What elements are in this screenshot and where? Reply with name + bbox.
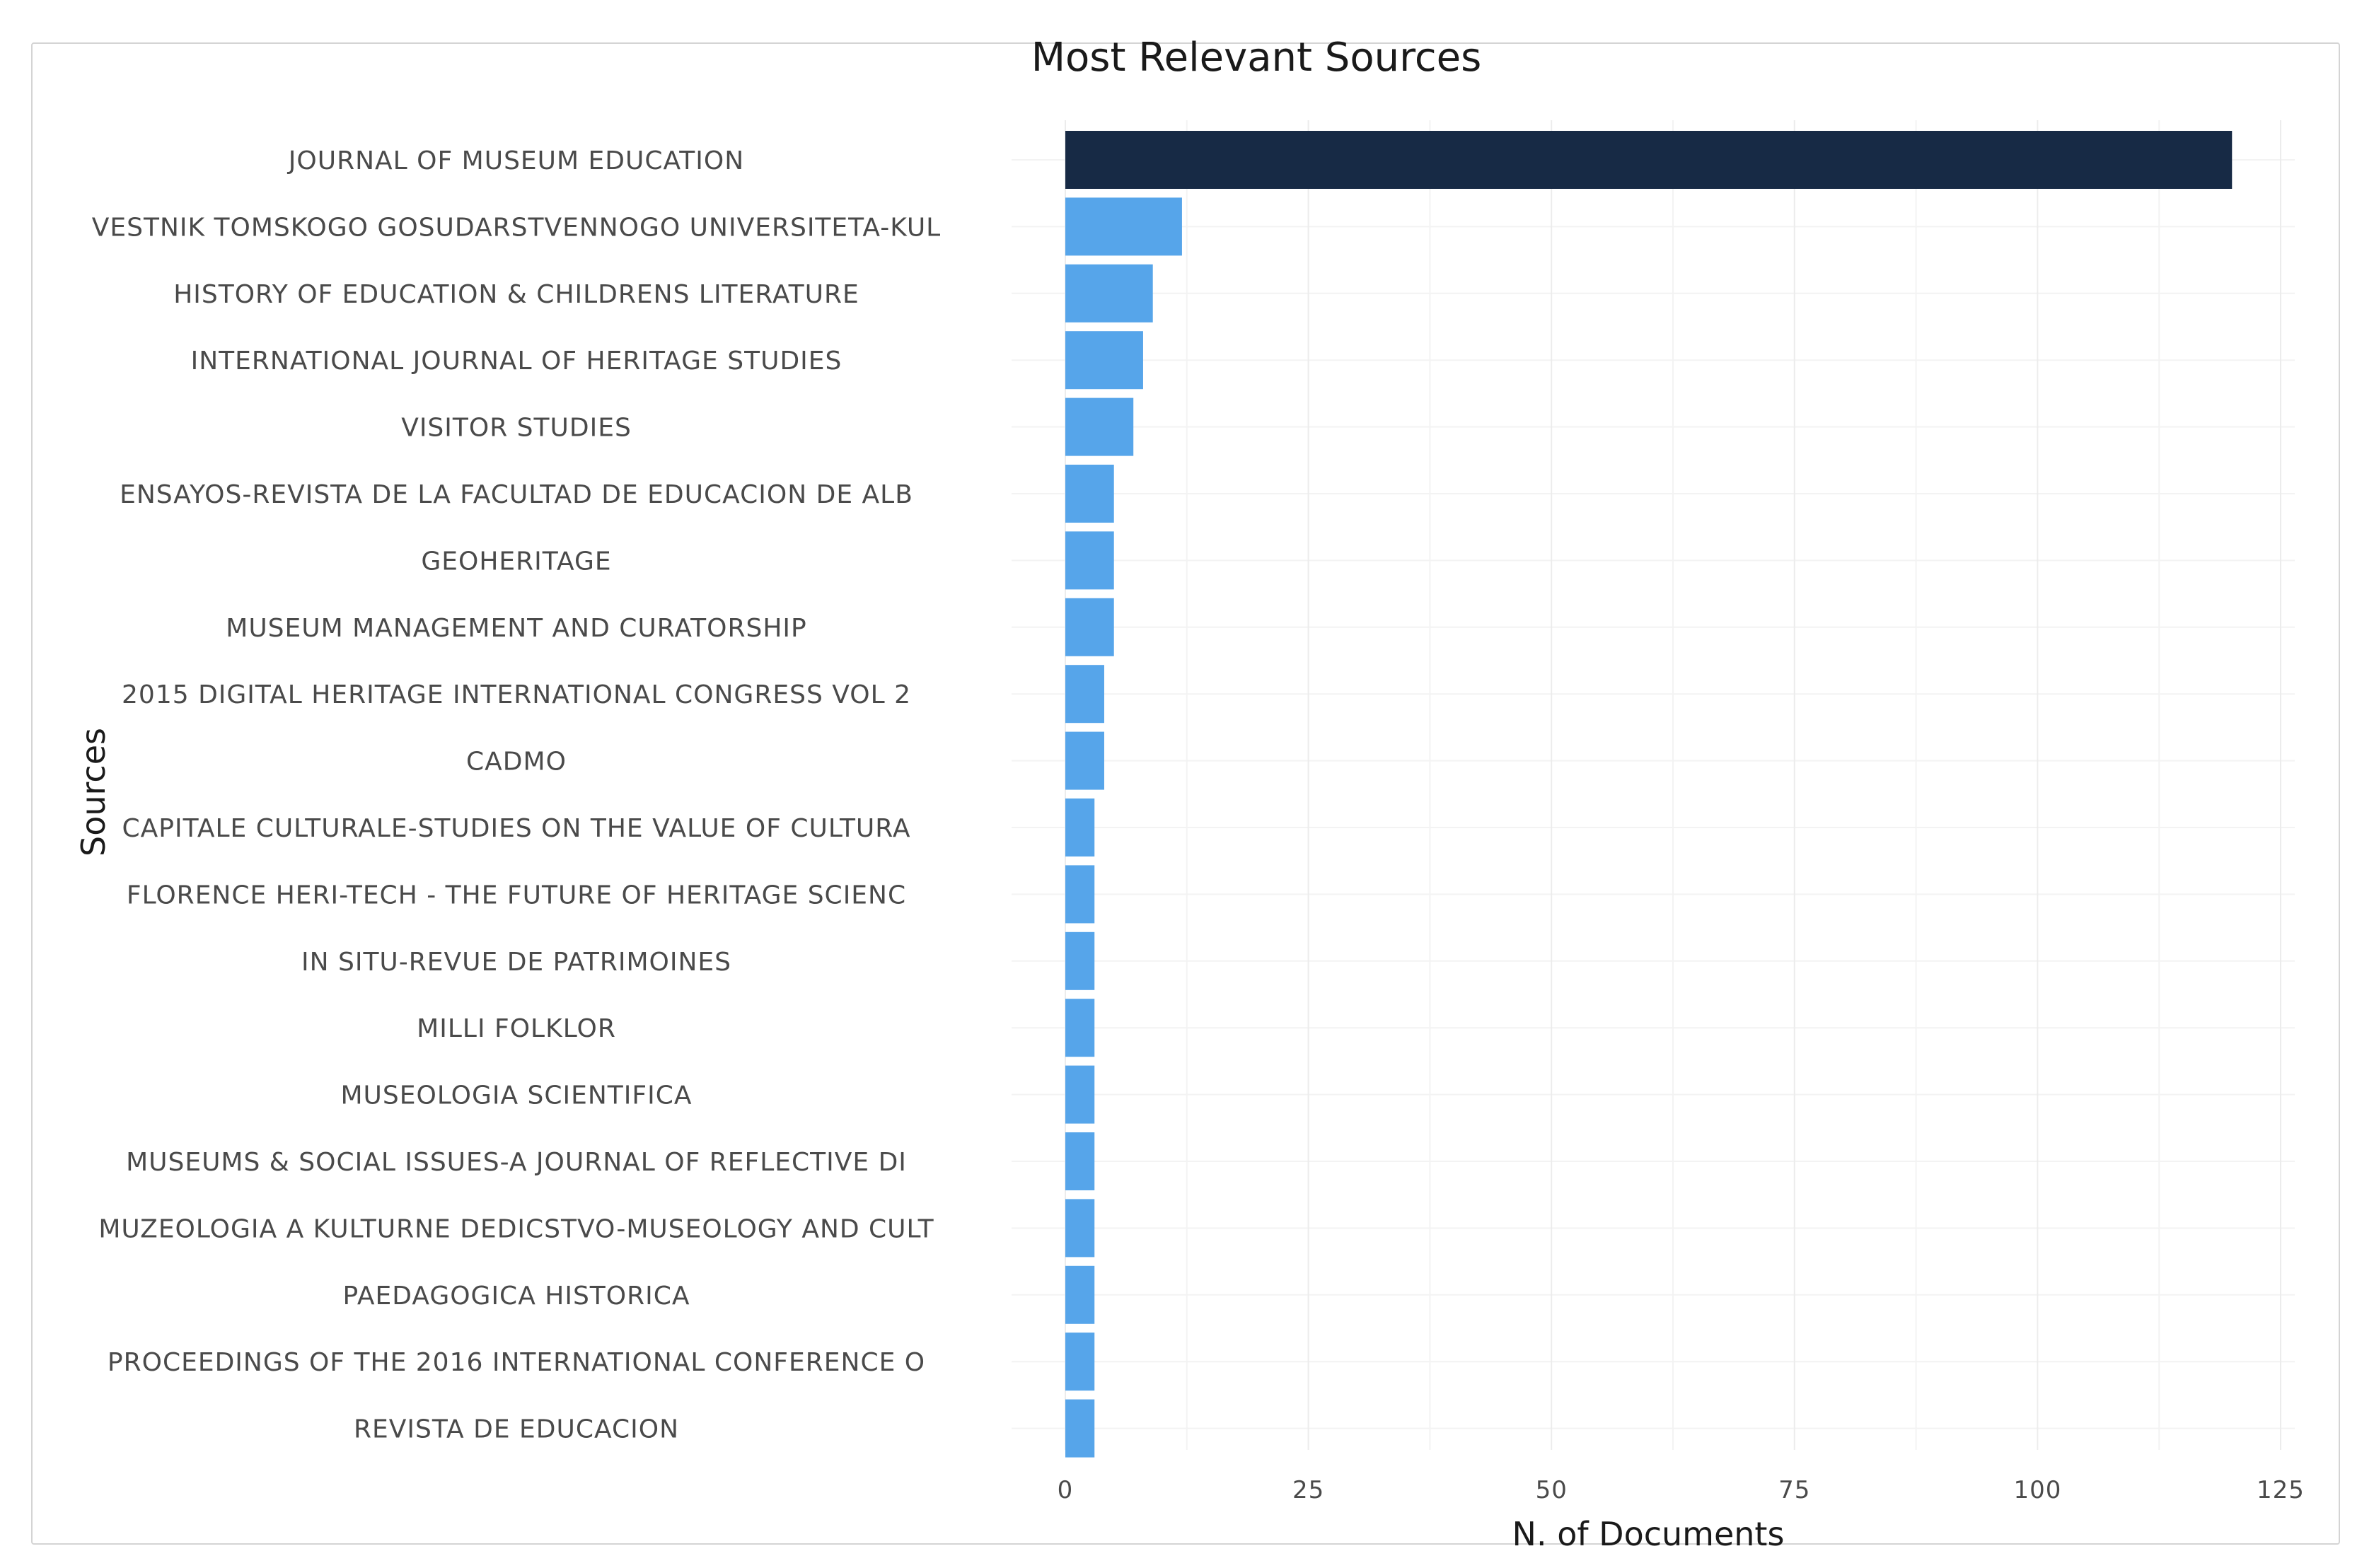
category-label: VISITOR STUDIES	[401, 414, 632, 443]
bar	[1065, 1199, 1095, 1258]
category-labels: JOURNAL OF MUSEUM EDUCATION VESTNIK TOMSK…	[92, 146, 942, 1444]
bar	[1065, 397, 1134, 456]
bar	[1065, 264, 1153, 323]
category-label: MILLI FOLKLOR	[417, 1014, 616, 1043]
x-tick-label: 50	[1536, 1476, 1568, 1504]
category-label: ENSAYOS-REVISTA DE LA FACULTAD DE EDUCAC…	[120, 480, 913, 509]
x-tick-label: 100	[2013, 1476, 2061, 1504]
category-label: PROCEEDINGS OF THE 2016 INTERNATIONAL CO…	[108, 1348, 925, 1377]
x-tick-labels: 0 25 50 75 100 125	[1058, 1476, 2305, 1504]
bar	[1065, 531, 1114, 590]
bar	[1065, 665, 1104, 724]
bar	[1065, 465, 1114, 523]
category-label: MUSEOLOGIA SCIENTIFICA	[340, 1081, 692, 1110]
category-label: CADMO	[466, 748, 567, 777]
x-tick-label: 0	[1058, 1476, 1074, 1504]
bar	[1065, 865, 1095, 924]
category-label: MUSEUMS & SOCIAL ISSUES-A JOURNAL OF REF…	[126, 1148, 907, 1177]
category-label: GEOHERITAGE	[421, 547, 611, 576]
gridlines	[1012, 120, 2295, 1450]
category-label: INTERNATIONAL JOURNAL OF HERITAGE STUDIE…	[191, 347, 843, 376]
category-label: IN SITU-REVUE DE PATRIMOINES	[301, 948, 731, 977]
x-tick-label: 125	[2257, 1476, 2305, 1504]
category-label: HISTORY OF EDUCATION & CHILDRENS LITERAT…	[173, 280, 859, 309]
category-label: VESTNIK TOMSKOGO GOSUDARSTVENNOGO UNIVER…	[92, 213, 942, 242]
category-label: PAEDAGOGICA HISTORICA	[342, 1282, 690, 1311]
bars	[1065, 131, 2233, 1458]
bar	[1065, 1399, 1095, 1458]
x-tick-label: 75	[1778, 1476, 1810, 1504]
bar	[1065, 1065, 1095, 1124]
category-label: JOURNAL OF MUSEUM EDUCATION	[287, 146, 744, 175]
category-label: FLORENCE HERI-TECH - THE FUTURE OF HERIT…	[127, 881, 906, 910]
bar	[1065, 798, 1095, 856]
bar	[1065, 1132, 1095, 1190]
bar	[1065, 931, 1095, 990]
bar	[1065, 1265, 1095, 1324]
category-label: REVISTA DE EDUCACION	[354, 1415, 679, 1444]
category-label: MUSEUM MANAGEMENT AND CURATORSHIP	[226, 614, 806, 643]
x-tick-label: 25	[1292, 1476, 1324, 1504]
bar	[1065, 999, 1095, 1057]
category-label: 2015 DIGITAL HERITAGE INTERNATIONAL CONG…	[122, 680, 911, 709]
bar	[1065, 1332, 1095, 1391]
category-label: MUZEOLOGIA A KULTURNE DEDICSTVO-MUSEOLOG…	[98, 1214, 934, 1243]
bar	[1065, 731, 1104, 790]
x-axis-title: N. of Documents	[1512, 1515, 1785, 1553]
bar	[1065, 197, 1182, 256]
y-axis-title: Sources	[74, 728, 112, 856]
bar	[1065, 598, 1114, 656]
bar	[1065, 331, 1143, 390]
category-label: CAPITALE CULTURALE-STUDIES ON THE VALUE …	[122, 814, 911, 843]
chart-title: Most Relevant Sources	[1031, 35, 1482, 81]
bar	[1065, 131, 2233, 189]
